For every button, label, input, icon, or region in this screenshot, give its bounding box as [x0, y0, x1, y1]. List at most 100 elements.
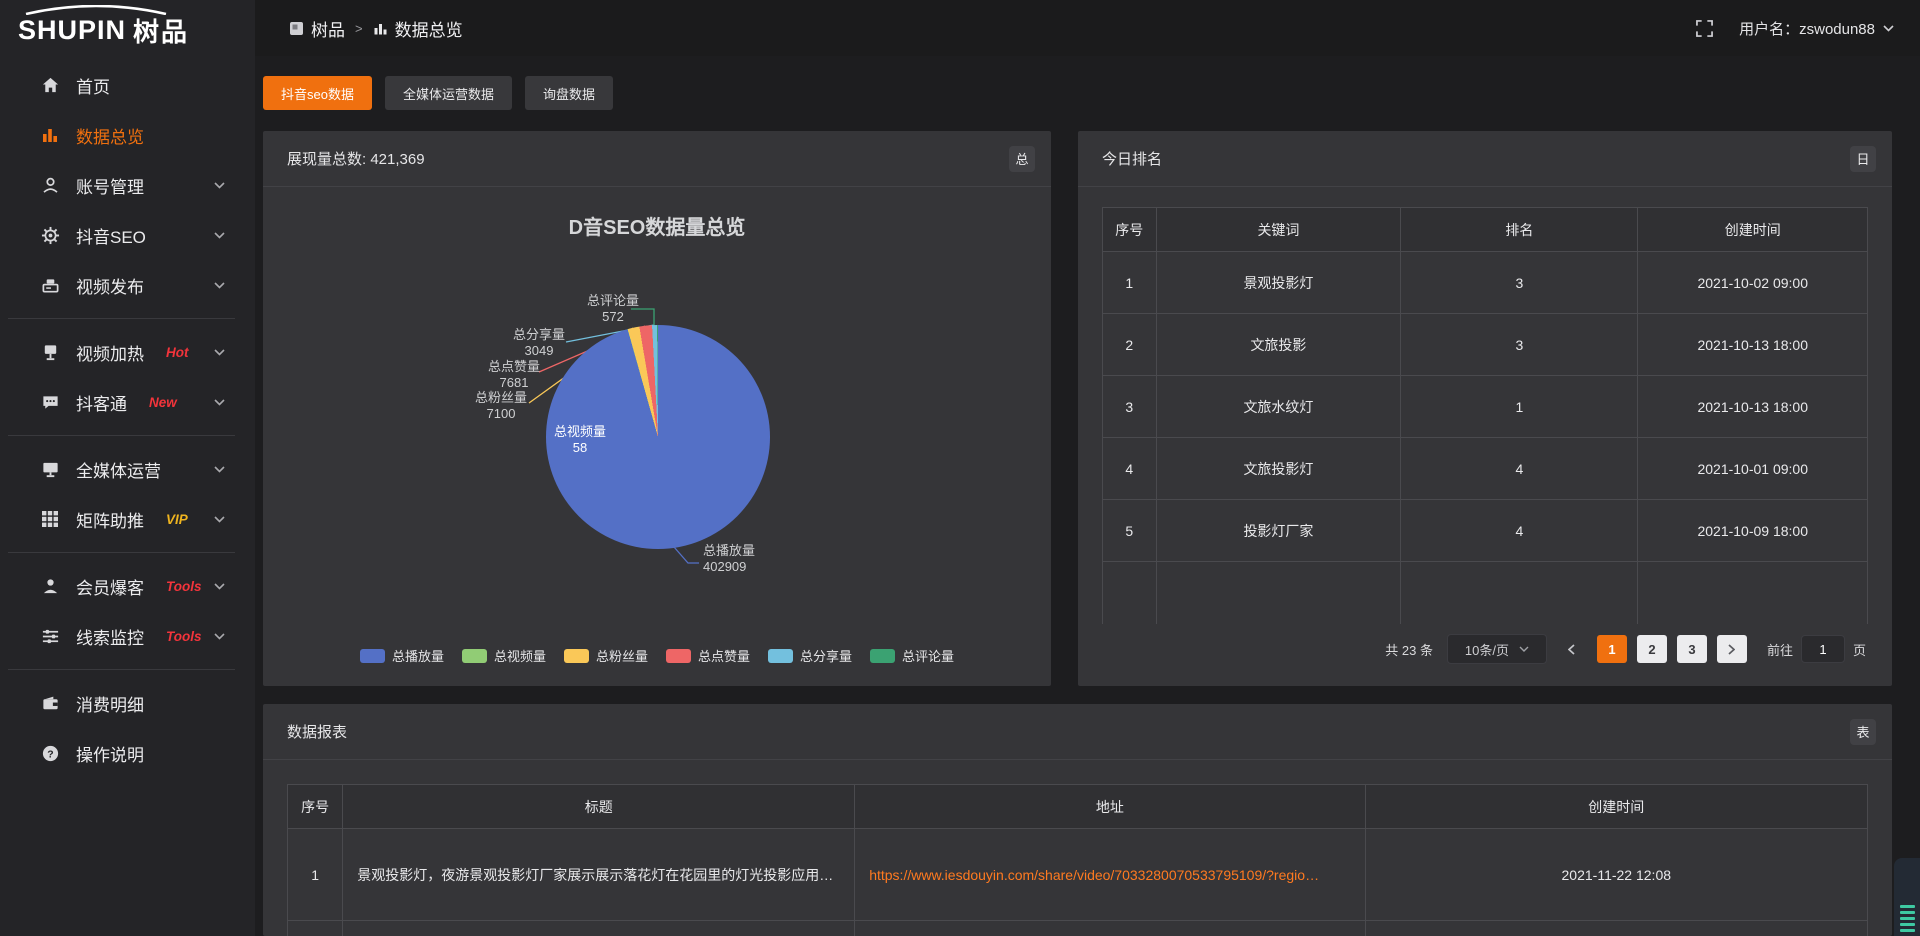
sidebar-divider: [8, 669, 235, 670]
legend-item-comments[interactable]: 总评论量: [870, 646, 954, 665]
sidebar-item-member-baoke[interactable]: 会员爆客 Tools: [0, 561, 255, 611]
pie-chart-title: D音SEO数据量总览: [568, 217, 746, 239]
bar-chart-icon: [374, 23, 387, 34]
tab-media-operation-data[interactable]: 全媒体运营数据: [384, 76, 512, 110]
fullscreen-button[interactable]: [1696, 19, 1714, 37]
sidebar-item-label: 数据总览: [76, 127, 144, 147]
breadcrumb: 树品 > 数据总览: [289, 16, 463, 41]
legend-item-videos[interactable]: 总视频量: [461, 646, 546, 665]
sidebar-item-label: 抖音SEO: [76, 227, 146, 247]
widget-stripe: [1899, 911, 1915, 914]
sidebar-item-label: 抖客通: [76, 394, 127, 414]
sidebar-item-data-overview[interactable]: 数据总览: [0, 110, 255, 160]
page-button-1[interactable]: 1: [1596, 635, 1627, 663]
sidebar-item-instructions[interactable]: ? 操作说明: [0, 728, 255, 778]
report-title: 数据报表: [287, 724, 348, 741]
chevron-down-icon: [1883, 24, 1894, 32]
breadcrumb-home[interactable]: 树品: [289, 16, 345, 41]
widget-stripe: [1899, 923, 1915, 926]
sidebar-item-doukotong[interactable]: 抖客通 New: [0, 377, 255, 427]
new-badge: New: [149, 394, 177, 410]
logo-text-cn: 树品: [133, 16, 190, 47]
tools-badge: Tools: [166, 578, 202, 594]
legend-item-likes[interactable]: 总点赞量: [666, 646, 750, 665]
total-badge-button[interactable]: 总: [1009, 145, 1035, 172]
gear-icon: [40, 225, 60, 245]
report-panel-header: 数据报表 表: [263, 704, 1892, 760]
sidebar-item-home[interactable]: 首页: [0, 60, 255, 110]
widget-stripe: [1899, 929, 1915, 932]
sidebar-item-consumption[interactable]: 消费明细: [0, 678, 255, 728]
sidebar-item-label: 线索监控: [76, 628, 144, 648]
prev-page-button[interactable]: [1557, 635, 1587, 663]
goto-page: 前往 页: [1767, 635, 1866, 663]
table-badge-button[interactable]: 表: [1850, 718, 1876, 745]
col-keyword: 关键词: [1155, 207, 1402, 252]
day-badge-button[interactable]: 日: [1850, 145, 1876, 172]
legend-item-shares[interactable]: 总分享量: [768, 646, 852, 665]
sidebar-item-video-heat[interactable]: 视频加热 Hot: [0, 327, 255, 377]
monitor-icon: [40, 459, 60, 479]
chevron-down-icon: [214, 176, 225, 194]
sidebar-item-matrix-boost[interactable]: 矩阵助推 VIP: [0, 494, 255, 544]
topbar: 树品 > 数据总览 用户名：zswodun88: [255, 0, 1920, 56]
page-button-2[interactable]: 2: [1636, 635, 1667, 663]
sidebar-item-media-operation[interactable]: 全媒体运营: [0, 444, 255, 494]
chevron-down-icon: [214, 460, 225, 478]
breadcrumb-current[interactable]: 数据总览: [373, 16, 463, 41]
logo-text: SHUPIN: [18, 14, 127, 45]
sidebar-item-label: 视频加热: [76, 344, 144, 364]
page-size-select[interactable]: 10条/页: [1446, 634, 1547, 664]
chevron-down-icon: [214, 276, 225, 294]
tools-badge: Tools: [166, 628, 202, 644]
pie-legend: 总播放量 总视频量 总粉丝量 总点赞量 总分享量 总评论量: [263, 646, 1051, 665]
tab-inquiry-data[interactable]: 询盘数据: [524, 76, 613, 110]
goto-page-input[interactable]: [1800, 635, 1845, 663]
fullscreen-icon: [1696, 19, 1714, 37]
legend-swatch: [359, 648, 385, 663]
data-tabs: 抖音seo数据 全媒体运营数据 询盘数据: [263, 76, 613, 110]
widget-stripe: [1899, 917, 1915, 920]
ranking-table: 序号 关键词 排名 创建时间 1 景观投影灯 3 2021-10-02 09:00 2…: [1102, 207, 1868, 624]
question-icon: ?: [40, 743, 60, 763]
user-menu[interactable]: 用户名：zswodun88: [1739, 18, 1894, 39]
username-label: 用户名：zswodun88: [1739, 20, 1875, 38]
today-ranking-panel: 今日排名 日 序号 关键词 排名 创建时间 1 景观投影灯 3 2021-10-02 …: [1078, 131, 1892, 686]
table-row: 4 文旅投影灯 4 2021-10-01 09:00: [1102, 437, 1868, 500]
chevron-down-icon: [214, 226, 225, 244]
user-icon: [40, 175, 60, 195]
chevron-down-icon: [214, 627, 225, 645]
sidebar-item-label: 首页: [76, 77, 110, 97]
sidebar: SHUPIN 树品 首页 数据总览 账号管理 抖音SEO 视频发布: [0, 0, 255, 936]
sidebar-item-account[interactable]: 账号管理: [0, 160, 255, 210]
video-title: 景观投影灯，夜游景观投影灯厂家展示展示落花灯在花园里的灯光投影应用效果 #: [342, 828, 856, 921]
legend-item-plays[interactable]: 总播放量: [359, 646, 444, 665]
sidebar-item-video-publish[interactable]: 视频发布: [0, 260, 255, 310]
page-button-3[interactable]: 3: [1676, 635, 1707, 663]
pie-label-videos: 总视频量 58: [553, 424, 606, 455]
bar-chart-icon: [40, 125, 60, 145]
sidebar-item-lead-monitor[interactable]: 线索监控 Tools: [0, 611, 255, 661]
breadcrumb-home-label: 树品: [311, 20, 345, 40]
table-row-clipped: [1102, 561, 1868, 624]
logo-arc-icon: [25, 5, 167, 15]
overview-panel: 展现量总数: 421,369 总 D音SEO数据量总览 总评论量 572 总分享…: [263, 131, 1051, 686]
pagination-total: 共 23 条: [1385, 642, 1433, 658]
col-index: 序号: [1102, 207, 1157, 252]
user-zone: 用户名：zswodun88: [1696, 18, 1894, 39]
pagination: 共 23 条 10条/页 1 2 3 前往 页: [1385, 634, 1866, 664]
floating-service-widget[interactable]: [1894, 858, 1920, 936]
tab-douyin-seo-data[interactable]: 抖音seo数据: [263, 76, 372, 110]
sidebar-divider: [8, 435, 235, 436]
chevron-down-icon: [214, 393, 225, 411]
video-link[interactable]: https://www.iesdouyin.com/share/video/70…: [869, 866, 1320, 883]
ranking-title: 今日排名: [1102, 151, 1163, 168]
next-page-button[interactable]: [1716, 635, 1747, 663]
sidebar-item-douyin-seo[interactable]: 抖音SEO: [0, 210, 255, 260]
table-row: 2 文旅投影 3 2021-10-13 18:00: [1102, 313, 1868, 376]
logo[interactable]: SHUPIN 树品: [0, 0, 255, 60]
table-row: 3 文旅水纹灯 1 2021-10-13 18:00: [1102, 375, 1868, 438]
legend-item-fans[interactable]: 总粉丝量: [563, 646, 648, 665]
sidebar-divider: [8, 318, 235, 319]
